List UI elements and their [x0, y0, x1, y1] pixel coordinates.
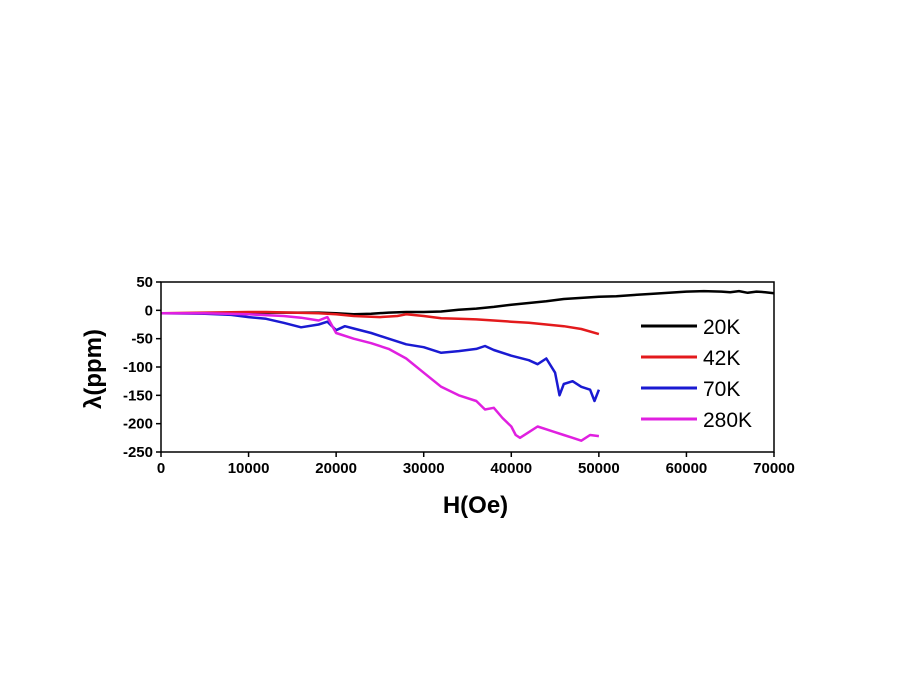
y-tick-label: -50 — [131, 331, 153, 348]
x-tick-label: 50000 — [578, 460, 620, 477]
x-axis: 0 10000 20000 30000 40000 50000 60000 70000 — [157, 452, 795, 477]
series-layer — [160, 289, 775, 442]
x-tick-label: 0 — [157, 460, 165, 477]
y-tick-label: -250 — [123, 444, 153, 461]
y-tick-label: -200 — [123, 416, 153, 433]
y-tick-label: 0 — [145, 302, 153, 319]
y-tick-label: -150 — [123, 387, 153, 404]
legend-label: 70K — [703, 378, 740, 401]
y-axis-title: λ(ppm) — [80, 329, 107, 409]
legend-label: 42K — [703, 347, 740, 370]
x-tick-label: 10000 — [228, 460, 270, 477]
series-line-70k — [160, 311, 601, 403]
x-tick-label: 20000 — [315, 460, 357, 477]
series-line-20k — [161, 289, 775, 316]
y-axis: 50 0 -50 -100 -150 -200 -250 — [123, 274, 161, 461]
legend-label: 280K — [703, 409, 752, 432]
legend-label: 20K — [703, 316, 740, 339]
y-tick-label: -100 — [123, 359, 153, 376]
legend: 20K 42K 70K 280K — [641, 316, 752, 432]
x-tick-label: 30000 — [403, 460, 445, 477]
series-line-42k — [160, 310, 600, 336]
x-tick-label: 70000 — [753, 460, 795, 477]
x-tick-label: 40000 — [490, 460, 532, 477]
y-tick-label: 50 — [136, 274, 153, 291]
x-tick-label: 60000 — [666, 460, 708, 477]
plot-frame — [160, 281, 775, 453]
x-axis-title: H(Oe) — [443, 492, 508, 519]
series-line-280k — [161, 311, 600, 442]
